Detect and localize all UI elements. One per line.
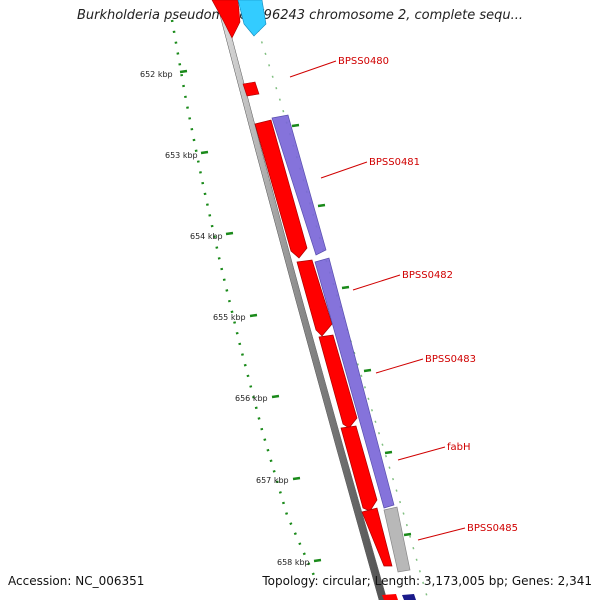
gene-block-red-bottom bbox=[382, 594, 398, 600]
gene-track-ticks bbox=[291, 123, 412, 537]
chromosome-backbone bbox=[215, 0, 388, 600]
gene-block-purple-1 bbox=[271, 114, 327, 256]
kbp-ticks bbox=[179, 69, 322, 563]
gene-label-bpss0481[interactable]: BPSS0481 bbox=[369, 157, 420, 168]
gene-block-navy-bottom bbox=[402, 594, 416, 600]
gene-block-gray bbox=[383, 506, 411, 573]
gene-block-red-3 bbox=[318, 334, 358, 429]
kbp-label-652: 652 kbp bbox=[140, 70, 173, 79]
kbp-label-657: 657 kbp bbox=[256, 476, 289, 485]
gene-label-bpss0480[interactable]: BPSS0480 bbox=[338, 56, 389, 67]
gene-arrow-top-cyan bbox=[237, 0, 267, 37]
gene-label-bpss0483[interactable]: BPSS0483 bbox=[425, 354, 476, 365]
kbp-label-655: 655 kbp bbox=[213, 313, 246, 322]
map-title: Burkholderia pseudomallei K96243 chromos… bbox=[76, 8, 524, 23]
gene-block-red-5 bbox=[361, 507, 393, 567]
kbp-label-656: 656 kbp bbox=[235, 394, 268, 403]
gene-label-bpss0482[interactable]: BPSS0482 bbox=[402, 270, 453, 281]
topology-text: Topology: circular; Length: 3,173,005 bp… bbox=[262, 574, 592, 588]
gene-arrow-small-red bbox=[242, 81, 260, 97]
kbp-label-658: 658 kbp bbox=[277, 558, 310, 567]
gene-block-red-1 bbox=[254, 119, 308, 259]
accession-text: Accession: NC_006351 bbox=[8, 574, 145, 588]
gene-arrow-top-red bbox=[211, 0, 241, 39]
gene-label-fabh[interactable]: fabH bbox=[447, 442, 471, 453]
gene-block-red-4 bbox=[340, 425, 378, 512]
kbp-label-654: 654 kbp bbox=[190, 232, 223, 241]
gene-block-red-2 bbox=[296, 259, 333, 337]
leader-lines bbox=[289, 60, 466, 541]
kbp-label-653: 653 kbp bbox=[165, 151, 198, 160]
gene-block-purple-2 bbox=[314, 257, 395, 509]
gene-label-bpss0485[interactable]: BPSS0485 bbox=[467, 523, 518, 534]
